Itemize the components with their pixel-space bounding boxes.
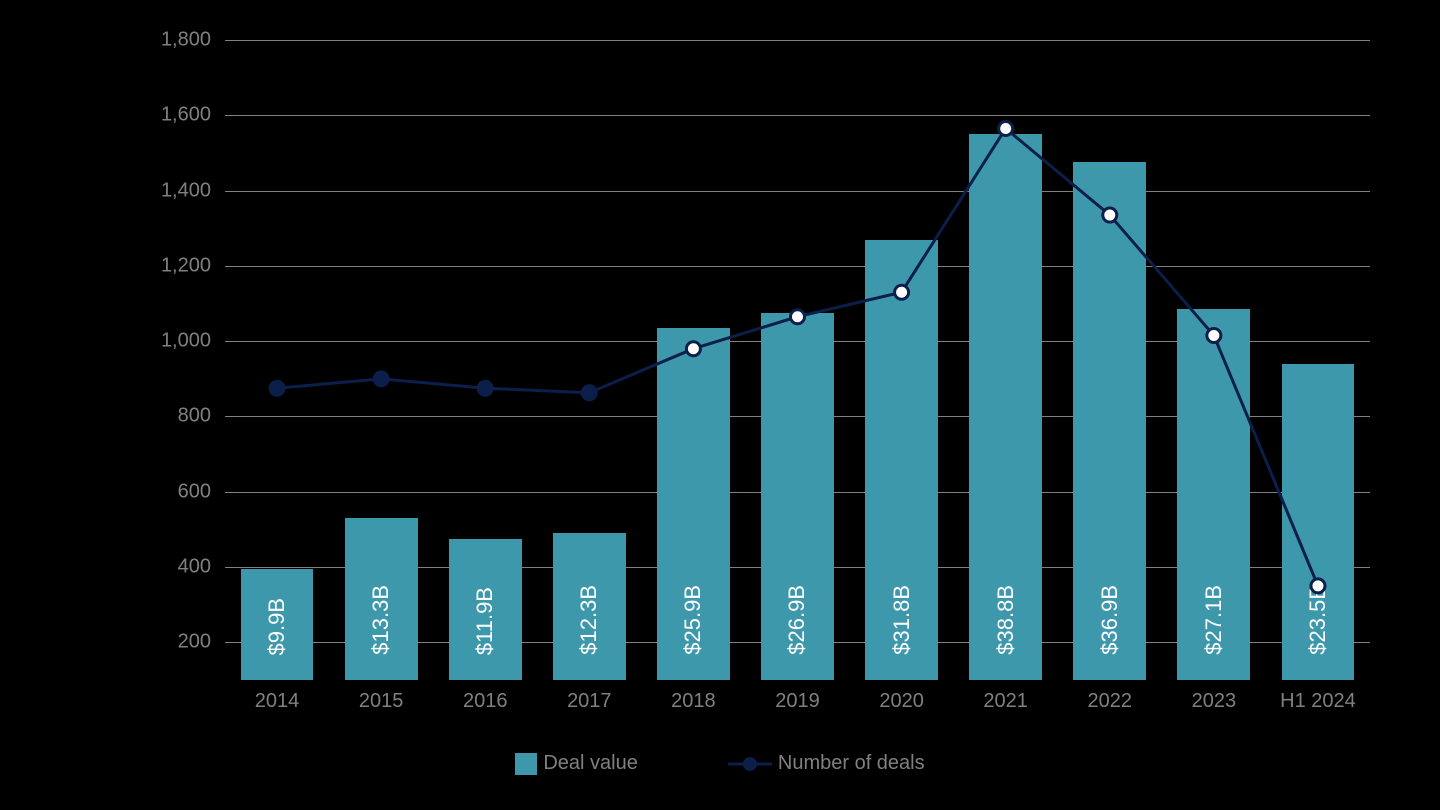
line-marker (999, 121, 1013, 135)
legend-swatch (515, 753, 537, 775)
line-series (277, 128, 1318, 585)
line-marker (1103, 208, 1117, 222)
legend-label: Number of deals (778, 752, 925, 775)
line-marker (270, 381, 284, 395)
legend-item: Deal value (515, 752, 638, 775)
line-marker (895, 285, 909, 299)
line-marker (791, 310, 805, 324)
combo-chart: 2004006008001,0001,2001,4001,6001,800$9.… (0, 0, 1440, 810)
line-marker (582, 386, 596, 400)
line-marker (1311, 579, 1325, 593)
line-series-svg (0, 0, 1440, 810)
legend-label: Deal value (543, 752, 638, 775)
legend-item: Number of deals (728, 752, 925, 775)
line-marker (374, 372, 388, 386)
legend-line-swatch (728, 753, 772, 775)
line-marker (1207, 329, 1221, 343)
line-marker (686, 342, 700, 356)
line-marker (478, 381, 492, 395)
legend: Deal value Number of deals (0, 752, 1440, 775)
